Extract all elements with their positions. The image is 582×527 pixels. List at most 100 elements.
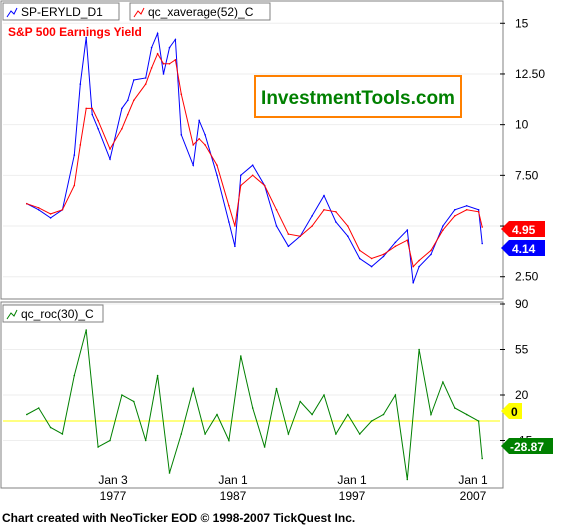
y-tick-label: 2.50 [515,270,539,284]
legend-price[interactable]: SP-ERYLD_D1 [2,2,120,21]
average-point [382,253,385,256]
average-point [121,127,123,130]
badge-zero-value: 0 [511,405,518,419]
badge-price: 4.14 [501,240,545,256]
roc-point [73,374,76,377]
roc-point [26,413,28,416]
roc-point [465,413,468,416]
roc-points [26,329,484,481]
badge-roc: -28.87 [501,438,553,454]
investmenttools-logo: InvestmentTools.com [254,75,462,118]
price-point [174,38,177,41]
badge-average: 4.95 [501,221,545,237]
y-tick-label: 12.50 [515,67,545,81]
average-point [79,144,82,146]
upper-grid [3,22,500,278]
roc-point [370,420,373,422]
roc-point [251,407,254,409]
roc-point [287,433,290,435]
average-point [477,211,480,213]
price-point [97,127,99,130]
line-glyph-icon [133,7,145,18]
x-tick-day: Jan 1 [218,473,248,487]
price-point [323,194,325,197]
roc-point [37,407,40,409]
roc-point [240,355,242,357]
average-point [454,215,456,217]
average-point [406,239,409,241]
average-point [180,93,183,95]
y-tick-label: 15 [515,16,529,30]
legend-roc-label: qc_roc(30)_C [21,307,94,321]
price-point [477,209,480,211]
average-point [430,249,432,252]
price-point [180,134,183,136]
price-point [49,217,52,219]
badge-average-value: 4.95 [512,223,536,237]
average-point [162,63,165,65]
roc-point [156,374,159,377]
y-tick-label: 10 [515,118,529,132]
upper-plot-area [0,0,504,300]
roc-point [347,413,349,416]
legend-price-label: SP-ERYLD_D1 [21,5,103,19]
roc-point [168,472,171,474]
average-point [263,184,266,187]
legend-average-label: qc_xaverage(52)_C [148,5,254,19]
roc-point [204,433,206,435]
roc-point [180,433,183,435]
average-point [228,205,230,207]
average-point [299,235,302,237]
badge-zero: 0 [501,403,522,419]
roc-point [133,400,135,403]
x-tick-day: Jan 1 [337,473,367,487]
price-point [127,99,129,102]
roc-point [323,394,325,396]
roc-point [144,439,147,442]
roc-point [299,400,302,403]
price-point [406,229,409,231]
average-point [287,233,290,235]
average-point [49,213,52,215]
x-axis: Jan 3 1977 Jan 1 1987 Jan 1 1997 Jan 1 2… [98,473,488,503]
price-point [240,174,242,177]
price-point [347,235,349,237]
price-point [144,77,147,79]
roc-point [85,329,87,331]
x-tick-year: 2007 [460,489,487,503]
average-point [251,174,254,177]
roc-point [454,407,456,409]
chart-subtitle: S&P 500 Earnings Yield [8,25,142,39]
average-point [418,259,420,262]
average-point [481,226,484,228]
legend-roc[interactable]: qc_roc(30)_C [2,304,104,323]
average-point [216,164,218,166]
price-point [150,46,153,49]
average-point [311,225,313,227]
price-point [91,113,93,116]
price-point [121,107,123,110]
price-point [198,119,200,122]
average-point [109,148,111,150]
lower-grid [3,303,500,441]
price-point [358,257,361,260]
roc-point [406,478,409,481]
average-point [168,63,171,65]
average-point [394,245,397,248]
average-point [465,209,468,211]
x-tick-day: Jan 3 [98,473,128,487]
y-tick-label: 20 [515,388,529,402]
roc-point [335,433,337,435]
price-point [192,164,194,166]
series-line-roc [26,329,483,480]
price-point [370,265,373,268]
roc-point [228,439,230,442]
roc-point [477,420,480,422]
price-point [79,83,82,85]
price-point [133,79,135,81]
price-point [275,225,278,227]
y-tick-label: 90 [515,297,529,311]
legend-average[interactable]: qc_xaverage(52)_C [129,2,271,21]
roc-point [216,413,218,416]
chart-credit: Chart created with NeoTicker EOD © 1998-… [2,511,356,525]
